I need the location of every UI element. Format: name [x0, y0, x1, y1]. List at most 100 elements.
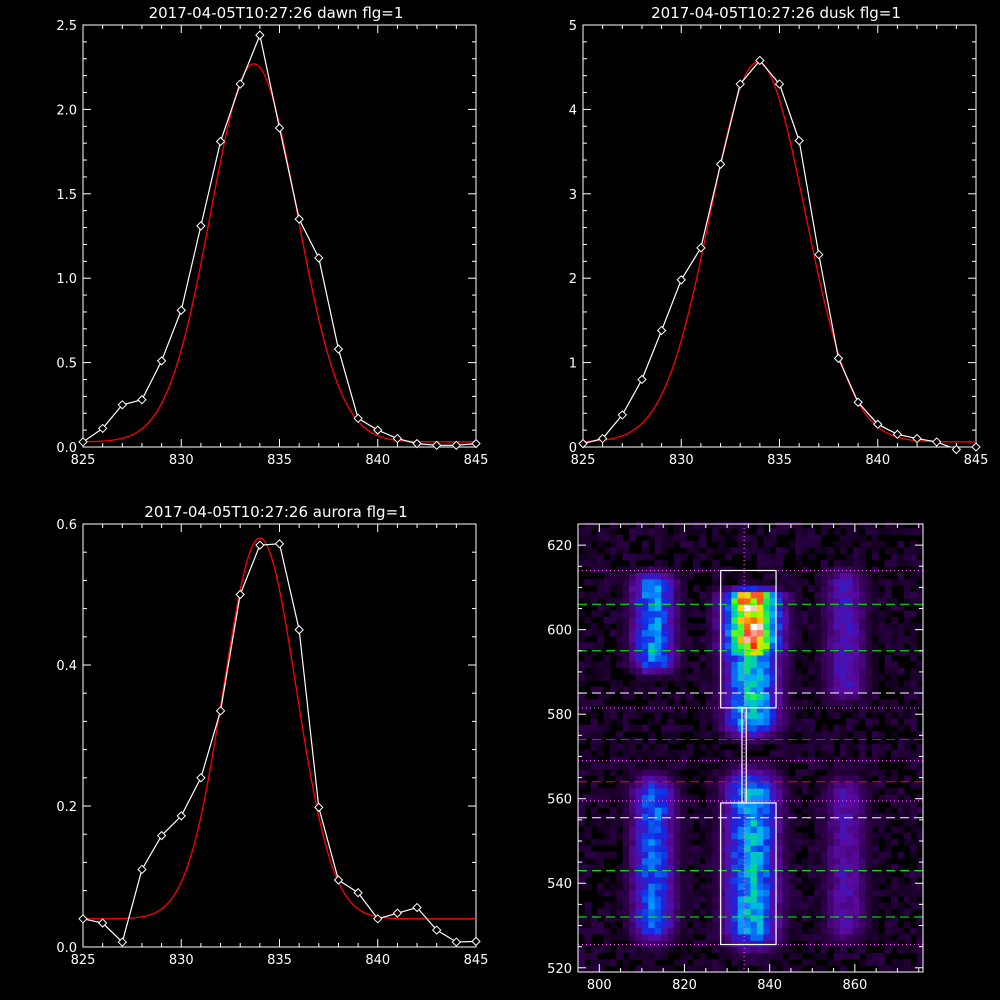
- heatmap-cell: [884, 965, 892, 973]
- heatmap-cell: [865, 788, 873, 795]
- heatmap-cell: [852, 800, 860, 808]
- heatmap-cell: [686, 895, 694, 903]
- heatmap-cell: [820, 775, 828, 783]
- heatmap-cell: [878, 813, 886, 821]
- heatmap-cell: [718, 921, 726, 929]
- heatmap-cell: [750, 908, 758, 916]
- heatmap-cell: [910, 718, 918, 726]
- heatmap-cell: [814, 927, 822, 935]
- heatmap-cell: [910, 686, 918, 694]
- dawn-data-point: [333, 344, 344, 354]
- heatmap-cell: [788, 838, 796, 846]
- heatmap-cell: [578, 813, 585, 821]
- heatmap-cell: [673, 648, 681, 656]
- heatmap-cell: [718, 953, 726, 960]
- heatmap-cell: [903, 528, 911, 535]
- heatmap-cell: [814, 578, 822, 586]
- heatmap-cell: [654, 762, 662, 770]
- heatmap-cell: [635, 553, 643, 561]
- heatmap-cell: [712, 674, 720, 681]
- heatmap-cell: [871, 762, 879, 770]
- heatmap-cell: [839, 813, 847, 821]
- aurora-data-point: [78, 914, 88, 924]
- heatmap-cell: [852, 585, 860, 593]
- heatmap-cell: [724, 864, 732, 871]
- heatmap-cell: [744, 604, 751, 612]
- heatmap-cell: [578, 705, 585, 713]
- heatmap-cell: [629, 604, 636, 612]
- heatmap-cell: [648, 762, 656, 770]
- heatmap-cell: [852, 610, 860, 618]
- heatmap-cell: [648, 718, 656, 726]
- heatmap-cell: [737, 788, 745, 795]
- heatmap-cell: [724, 617, 732, 624]
- heatmap-cell: [744, 781, 751, 789]
- heatmap-cell: [801, 883, 809, 890]
- heatmap-cell: [603, 946, 611, 954]
- heatmap-cell: [827, 610, 835, 618]
- heatmap-cell: [712, 845, 720, 852]
- heatmap-cell: [654, 788, 662, 795]
- heatmap-cell: [603, 914, 611, 922]
- heatmap-cell: [763, 737, 771, 745]
- heatmap-cell: [750, 642, 758, 650]
- heatmap-cell: [814, 807, 822, 814]
- heatmap-cell: [846, 870, 854, 878]
- heatmap-cell: [641, 946, 649, 954]
- heatmap-cell: [635, 800, 643, 808]
- heatmap-cell: [910, 610, 918, 618]
- heatmap-cell: [776, 655, 783, 662]
- heatmap-cell: [705, 553, 713, 561]
- heatmap-cell: [916, 572, 924, 580]
- heatmap-cell: [686, 781, 694, 789]
- heatmap-cell: [680, 775, 688, 783]
- heatmap-cell: [654, 547, 662, 554]
- heatmap-cell: [641, 908, 649, 916]
- heatmap-cell: [852, 794, 860, 802]
- heatmap-cell: [718, 737, 726, 745]
- heatmap-cell: [686, 870, 694, 878]
- heatmap-cell: [654, 927, 662, 935]
- heatmap-cell: [667, 648, 675, 656]
- image-plot-frame: [577, 523, 924, 973]
- heatmap-cell: [808, 934, 815, 941]
- heatmap-cell: [820, 883, 828, 890]
- heatmap-cell: [910, 927, 918, 935]
- heatmap-cell: [795, 604, 803, 612]
- dawn-data-point: [353, 413, 363, 424]
- heatmap-cell: [603, 927, 611, 935]
- heatmap-cell: [884, 819, 892, 827]
- heatmap-cell: [795, 547, 803, 554]
- heatmap-cell: [756, 851, 764, 859]
- heatmap-cell: [622, 813, 630, 821]
- heatmap-cell: [801, 578, 809, 586]
- heatmap-cell: [673, 883, 681, 890]
- heatmap-cell: [916, 781, 924, 789]
- heatmap-cell: [648, 566, 656, 574]
- heatmap-cell: [641, 800, 649, 808]
- heatmap-cell: [827, 902, 835, 910]
- heatmap-cell: [871, 566, 879, 574]
- heatmap-cell: [852, 762, 860, 770]
- heatmap-cell: [712, 731, 720, 738]
- heatmap-cell: [859, 959, 866, 967]
- heatmap-cell: [584, 902, 592, 910]
- heatmap-cell: [667, 857, 675, 865]
- heatmap-cell: [680, 655, 688, 662]
- heatmap-cell: [590, 521, 598, 529]
- heatmap-cell: [852, 559, 860, 567]
- heatmap-cell: [635, 724, 643, 732]
- heatmap-cell: [661, 731, 668, 738]
- heatmap-cell: [648, 914, 656, 922]
- heatmap-cell: [731, 591, 739, 599]
- heatmap-cell: [750, 578, 758, 586]
- heatmap-cell: [891, 927, 898, 935]
- heatmap-cell: [712, 724, 720, 732]
- dusk-data-point: [971, 442, 981, 452]
- heatmap-cell: [903, 737, 911, 745]
- heatmap-cell: [776, 813, 783, 821]
- heatmap-cell: [744, 585, 751, 593]
- heatmap-cell: [712, 902, 720, 910]
- dusk-data-point: [951, 444, 962, 455]
- heatmap-cell: [756, 921, 764, 929]
